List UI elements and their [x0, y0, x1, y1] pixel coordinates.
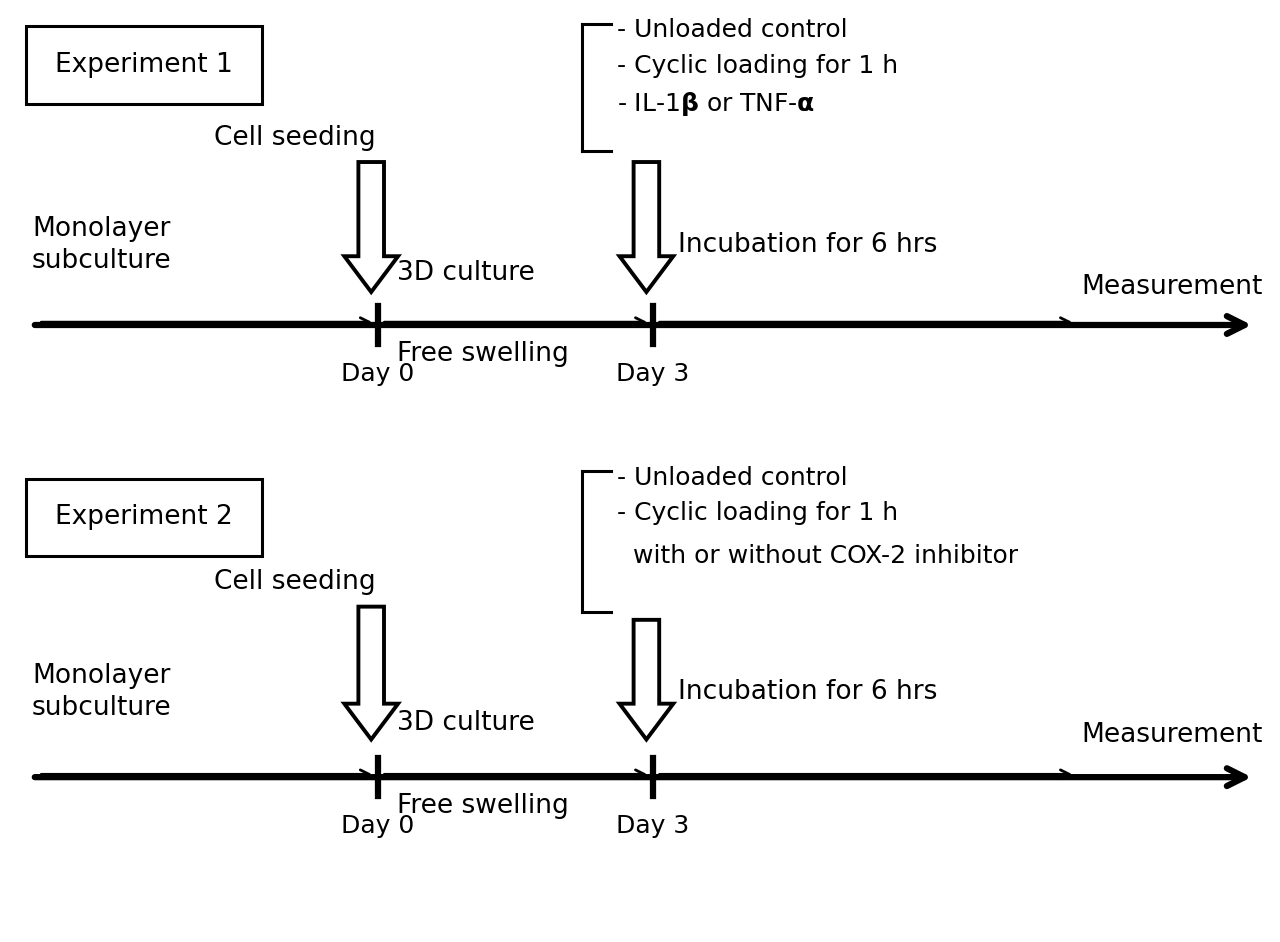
Polygon shape [620, 162, 673, 292]
Text: Cell seeding: Cell seeding [214, 569, 375, 595]
Text: Monolayer
subculture: Monolayer subculture [32, 216, 172, 274]
Text: Incubation for 6 hrs: Incubation for 6 hrs [678, 679, 938, 706]
Text: Day 0: Day 0 [340, 362, 415, 385]
Polygon shape [620, 620, 673, 739]
Text: 3D culture: 3D culture [397, 260, 535, 286]
Text: Cell seeding: Cell seeding [214, 124, 375, 151]
Text: Day 3: Day 3 [616, 362, 690, 385]
Text: - Unloaded control: - Unloaded control [617, 18, 847, 42]
Text: Incubation for 6 hrs: Incubation for 6 hrs [678, 232, 938, 258]
Text: Experiment 2: Experiment 2 [55, 504, 233, 530]
Text: Free swelling: Free swelling [397, 793, 568, 820]
Polygon shape [344, 607, 398, 739]
Text: Measurement: Measurement [1082, 722, 1263, 748]
Text: - Cyclic loading for 1 h: - Cyclic loading for 1 h [617, 54, 899, 78]
Text: Day 0: Day 0 [340, 814, 415, 837]
FancyBboxPatch shape [26, 479, 262, 556]
Text: Free swelling: Free swelling [397, 341, 568, 367]
Text: 3D culture: 3D culture [397, 709, 535, 736]
Text: - IL-1$\bf{\beta}$ or TNF-$\bf{\alpha}$: - IL-1$\bf{\beta}$ or TNF-$\bf{\alpha}$ [617, 89, 815, 118]
Polygon shape [344, 162, 398, 292]
FancyBboxPatch shape [26, 26, 262, 104]
Text: Day 3: Day 3 [616, 814, 690, 837]
Text: - Cyclic loading for 1 h: - Cyclic loading for 1 h [617, 501, 899, 526]
Text: Monolayer
subculture: Monolayer subculture [32, 663, 172, 722]
Text: with or without COX-2 inhibitor: with or without COX-2 inhibitor [617, 544, 1018, 568]
Text: Measurement: Measurement [1082, 274, 1263, 300]
Text: - Unloaded control: - Unloaded control [617, 465, 847, 490]
Text: Experiment 1: Experiment 1 [55, 52, 233, 78]
